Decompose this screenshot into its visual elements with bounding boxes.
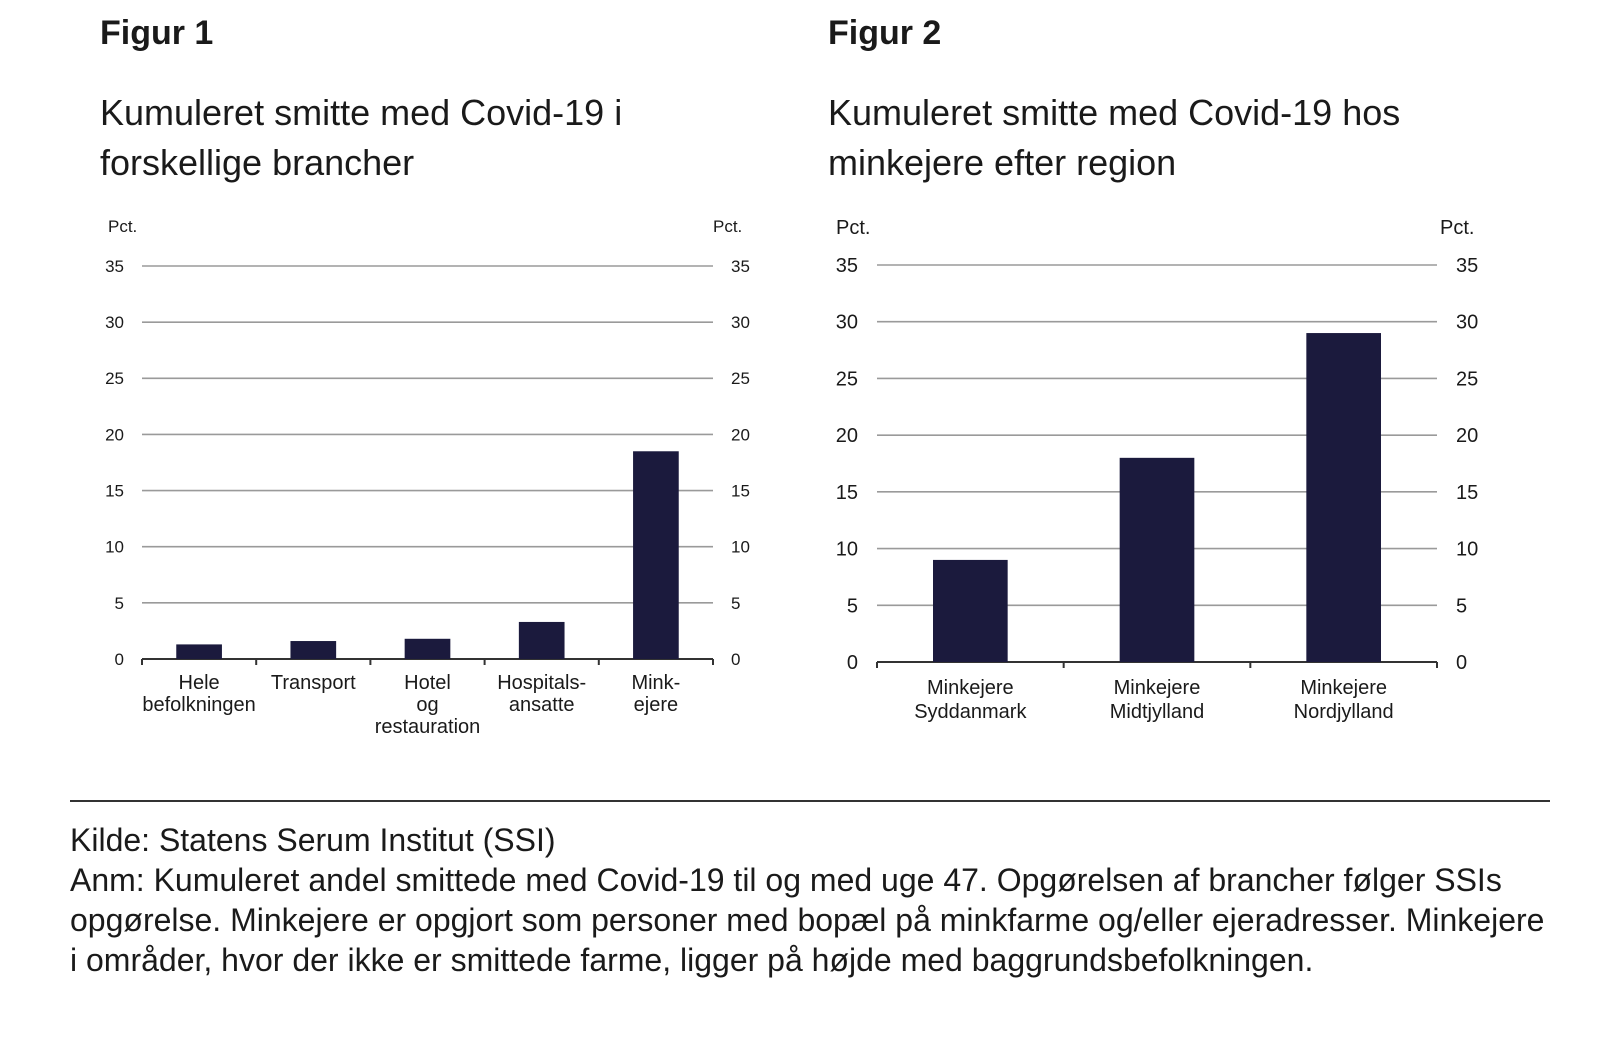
chart2-ytick-right: 20 (1456, 425, 1478, 447)
chart1-bar (290, 641, 337, 659)
chart2-bar (933, 559, 1008, 662)
chart2-bar (1306, 333, 1381, 662)
chart2-category-label: Minkejere (1114, 677, 1201, 699)
chart1-category-label: befolkningen (142, 694, 255, 716)
chart1-ytick-right: 25 (731, 369, 750, 388)
chart1-ytick-right: 20 (731, 425, 750, 444)
source-note: Kilde: Statens Serum Institut (SSI) (70, 822, 556, 858)
chart1-category-label: Hotel (404, 672, 451, 694)
chart1-category-label: Transport (271, 672, 356, 694)
figure1-title: Kumuleret smitte med Covid-19 i forskell… (100, 88, 780, 188)
chart2-category-label: Nordjylland (1294, 701, 1394, 723)
figure1-label: Figur 1 (100, 14, 214, 52)
chart1-ytick-left: 35 (105, 257, 124, 276)
chart2-ytick-right: 35 (1456, 255, 1478, 277)
chart2-ytick-left: 30 (836, 312, 858, 334)
chart1-ytick-left: 10 (105, 538, 124, 557)
chart1-category-label: Hospitals- (497, 672, 586, 694)
chart2-category-label: Midtjylland (1110, 701, 1204, 723)
figure1-title-line1: Kumuleret smitte med Covid-19 i (100, 92, 623, 133)
chart2-ytick-left: 35 (836, 255, 858, 277)
figure2-title-line1: Kumuleret smitte med Covid-19 hos (828, 92, 1401, 133)
chart1-ytick-right: 0 (731, 650, 740, 669)
chart1-ytick-left: 30 (105, 313, 124, 332)
chart2-ytick-left: 0 (847, 652, 858, 674)
chart1-ytick-right: 5 (731, 594, 740, 613)
chart2-ytick-right: 30 (1456, 312, 1478, 334)
footer-divider (70, 800, 1550, 802)
annotation-note: Anm: Kumuleret andel smittede med Covid-… (70, 862, 1545, 978)
chart2-ytick-left: 10 (836, 539, 858, 561)
chart1-ytick-left: 20 (105, 425, 124, 444)
chart2-category-label: Minkejere (927, 677, 1014, 699)
chart2-ytick-left: 20 (836, 425, 858, 447)
chart1-ylabel-left: Pct. (108, 217, 137, 236)
figure1-chart: Pct. Pct. 0 0 5 5 10 10 15 15 20 20 25 25 30 30 35 35 Hele… (105, 217, 750, 738)
figure2-title: Kumuleret smitte med Covid-19 hos minkej… (828, 88, 1508, 188)
chart2-ytick-right: 0 (1456, 652, 1467, 674)
chart2-category-label: Minkejere (1300, 677, 1387, 699)
figure2-label: Figur 2 (828, 14, 942, 52)
chart1-category-label: restauration (375, 716, 481, 738)
chart2-bar (1119, 457, 1195, 662)
chart1-ytick-left: 15 (105, 482, 124, 501)
chart1-category-label: ejere (634, 694, 678, 716)
chart1-bar (518, 621, 565, 659)
chart1-ytick-right: 10 (731, 538, 750, 557)
chart1-category-label: Hele (179, 672, 220, 694)
chart2-ytick-right: 15 (1456, 482, 1478, 504)
chart2-ytick-left: 25 (836, 368, 858, 390)
figure1-title-line2: forskellige brancher (100, 142, 415, 183)
chart2-category-label: Syddanmark (914, 701, 1027, 723)
chart1-ytick-right: 35 (731, 257, 750, 276)
chart2-ylabel-right: Pct. (1440, 217, 1474, 239)
chart1-ytick-left: 25 (105, 369, 124, 388)
chart2-ylabel-left: Pct. (836, 217, 870, 239)
chart1-ylabel-right: Pct. (713, 217, 742, 236)
chart1-category-label: Mink- (631, 672, 680, 694)
figure2-chart: Pct. Pct. 0 0 5 5 10 10 15 15 20 20 25 25 30 30 35 35 Mink… (836, 217, 1479, 723)
chart1-bar (176, 644, 222, 659)
chart2-ytick-right: 10 (1456, 539, 1478, 561)
chart2-ytick-left: 5 (847, 595, 858, 617)
chart1-bar (404, 638, 451, 659)
chart1-bar (633, 451, 679, 659)
chart1-category-label: ansatte (509, 694, 575, 716)
chart1-ytick-right: 15 (731, 482, 750, 501)
figure2-title-line2: minkejere efter region (828, 142, 1177, 183)
chart2-ytick-left: 15 (836, 482, 858, 504)
chart2-ytick-right: 25 (1456, 368, 1478, 390)
chart1-category-label: og (416, 694, 438, 716)
chart1-ytick-left: 0 (115, 650, 124, 669)
chart2-ytick-right: 5 (1456, 595, 1467, 617)
chart1-ytick-right: 30 (731, 313, 750, 332)
footer: Kilde: Statens Serum Institut (SSI) Anm:… (70, 820, 1550, 980)
chart1-ytick-left: 5 (115, 594, 124, 613)
